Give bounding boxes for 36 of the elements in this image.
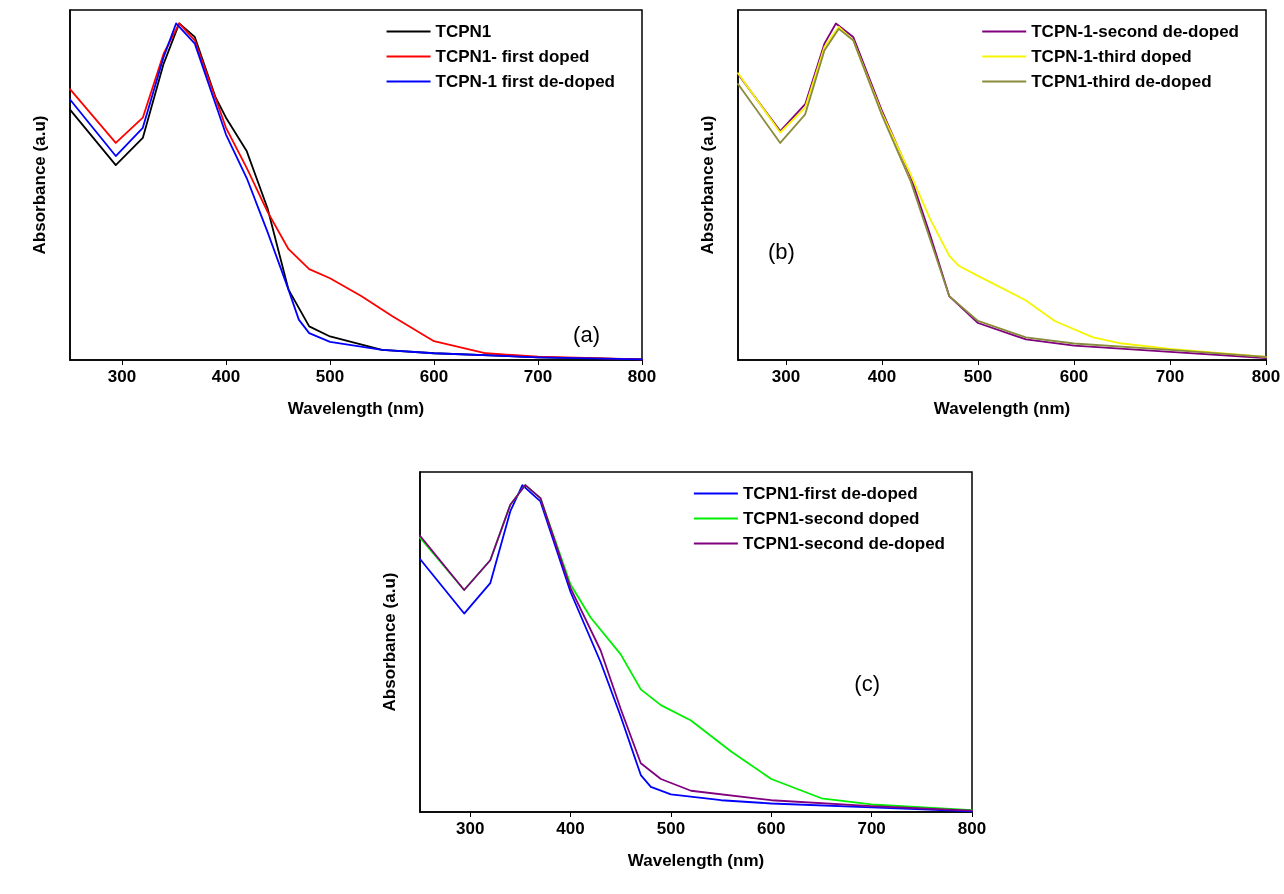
y-axis-title: Absorbance (a.u): [698, 115, 717, 255]
x-tick-label: 500: [656, 819, 686, 838]
legend-label: TCPN1- first doped: [435, 47, 590, 66]
x-tick-label: 700: [1155, 367, 1185, 386]
annotation: (a): [573, 321, 600, 347]
y-axis-title: Absorbance (a.u): [30, 115, 49, 255]
x-tick-label: 700: [857, 819, 886, 838]
legend-label: TCPN1-third de-doped: [1031, 72, 1212, 91]
legend-label: TCPN1-second doped: [742, 509, 920, 528]
legend-label: TCPN1-first de-doped: [742, 484, 918, 503]
x-tick-label: 300: [107, 367, 137, 386]
x-tick-label: 800: [957, 819, 987, 838]
x-tick-label: 300: [771, 367, 801, 386]
legend-label: TCPN1-second de-doped: [742, 534, 945, 553]
x-tick-label: 800: [627, 367, 657, 386]
y-axis-title: Absorbance (a.u): [380, 572, 399, 712]
legend-label: TCPN-1-second de-doped: [1031, 22, 1240, 41]
x-tick-label: 300: [455, 819, 485, 838]
x-tick-label: 500: [963, 367, 993, 386]
x-tick-label: 800: [1251, 367, 1281, 386]
x-tick-label: 600: [419, 367, 449, 386]
x-tick-label: 400: [867, 367, 897, 386]
x-tick-label: 400: [211, 367, 241, 386]
x-tick-label: 500: [315, 367, 345, 386]
x-tick-label: 700: [523, 367, 553, 386]
x-tick-label: 400: [556, 819, 585, 838]
x-axis-title: Wavelength (nm): [287, 399, 425, 418]
legend-label: TCPN-1 first de-doped: [435, 72, 616, 91]
annotation: (c): [854, 670, 880, 696]
legend-label: TCPN-1-third doped: [1031, 47, 1192, 66]
annotation: (b): [768, 238, 795, 264]
x-tick-label: 600: [1059, 367, 1089, 386]
x-axis-title: Wavelength (nm): [627, 851, 765, 870]
x-tick-label: 600: [757, 819, 786, 838]
legend-label: TCPN1: [435, 22, 492, 41]
x-axis-title: Wavelength (nm): [933, 399, 1071, 418]
